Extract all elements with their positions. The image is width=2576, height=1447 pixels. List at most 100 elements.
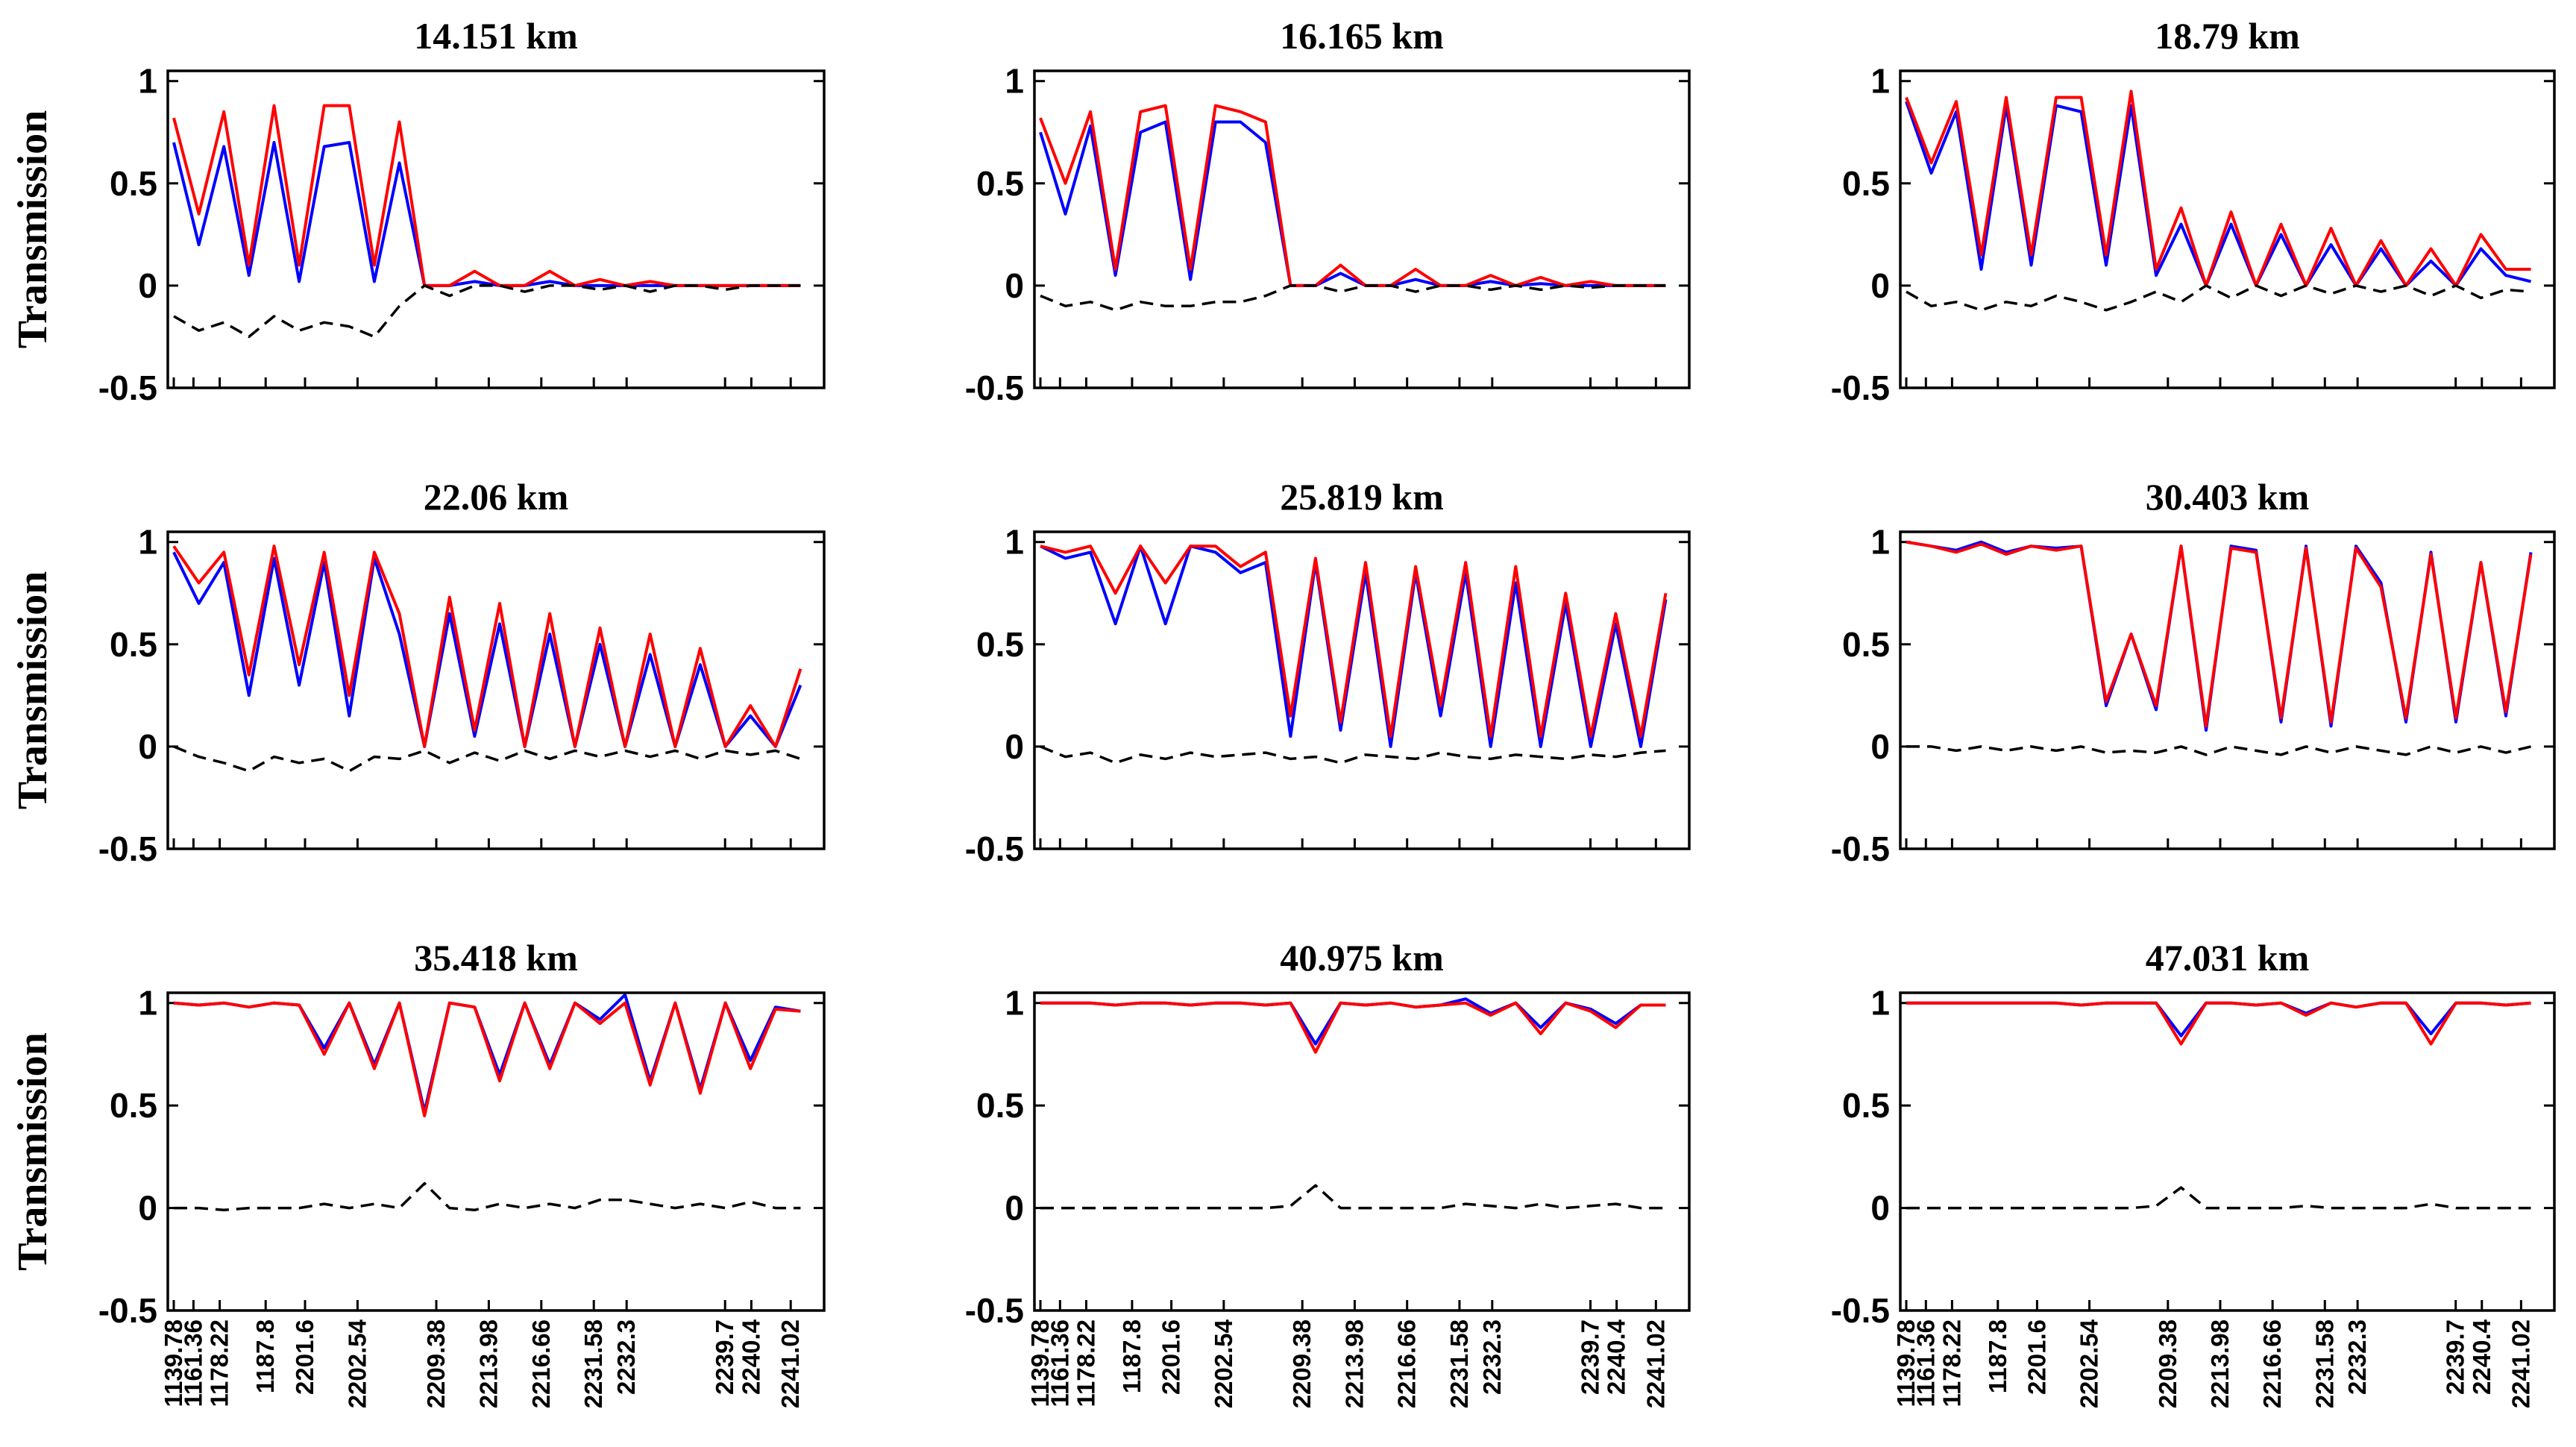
x-tick-label: 2241.02 — [2507, 1319, 2534, 1408]
series-residual-line — [1040, 745, 1666, 765]
axes-box — [1899, 69, 2556, 389]
x-tick-label: 2239.7 — [711, 1319, 738, 1395]
series-blue-line — [1906, 1001, 2531, 1038]
y-tick-label: 0 — [1870, 266, 1890, 305]
x-tick-label: 1187.8 — [1118, 1319, 1146, 1393]
x-tick-label: 1139.78 — [160, 1319, 187, 1407]
axes-box — [1033, 991, 1691, 1312]
x-tick-label: 2241.02 — [1642, 1319, 1669, 1408]
x-tick-label: 2232.3 — [1478, 1319, 1506, 1395]
y-tick-label: 0.5 — [110, 625, 157, 664]
y-tick-label: -0.5 — [965, 829, 1024, 868]
subplot-7: 35.418 km Transmission 1 0.5 0 -0.51139.78116… — [10, 937, 826, 1408]
y-tick-label: 0 — [138, 1189, 157, 1228]
y-tick-label: -0.5 — [1831, 368, 1890, 407]
subplot-title: 18.79 km — [2155, 15, 2299, 57]
x-tick-label: 2240.4 — [1603, 1319, 1630, 1395]
x-tick-label: 2232.3 — [2343, 1319, 2371, 1395]
subplot-title: 40.975 km — [1280, 937, 1443, 979]
y-axis-label: Transmission — [10, 571, 56, 809]
series-residual-line — [173, 745, 801, 773]
x-tick-label: 2213.98 — [2206, 1319, 2234, 1408]
series-residual-line — [1040, 284, 1666, 312]
subplot-2: 16.165 km 1 0.5 0 -0.5 — [965, 15, 1691, 407]
series-red-line — [172, 104, 801, 287]
subplot-title: 25.819 km — [1280, 476, 1443, 518]
subplot-title: 35.418 km — [414, 937, 577, 979]
series-residual-line — [1906, 745, 2531, 756]
x-tick-label: 1178.22 — [1072, 1319, 1099, 1407]
series-red-line — [1905, 90, 2531, 287]
y-tick-label: 0.5 — [976, 164, 1024, 203]
y-tick-label: 0 — [1005, 727, 1024, 766]
subplot-6: 30.403 km 1 0.5 0 -0.5 — [1831, 476, 2556, 868]
series-blue-line — [173, 993, 801, 1114]
y-tick-label: 0.5 — [976, 1086, 1024, 1125]
y-axis-label: Transmission — [10, 110, 56, 348]
series-residual-line — [1906, 284, 2531, 312]
y-tick-label: 1 — [138, 62, 157, 101]
x-tick-label: 2209.38 — [2154, 1319, 2181, 1408]
y-tick-label: 0 — [138, 727, 157, 766]
x-tick-label: 1161.36 — [179, 1319, 207, 1407]
axes-box — [166, 991, 826, 1312]
y-tick-label: 0.5 — [110, 1086, 157, 1125]
x-tick-label: 2241.02 — [776, 1319, 804, 1408]
x-tick-label: 1178.22 — [206, 1319, 233, 1407]
y-tick-label: -0.5 — [1831, 829, 1890, 868]
series-red-line — [172, 544, 802, 748]
y-tick-label: -0.5 — [965, 1291, 1024, 1330]
x-tick-label: 2232.3 — [612, 1319, 640, 1395]
x-tick-label: 1161.36 — [1046, 1319, 1073, 1407]
axes-box — [166, 69, 826, 389]
y-axis-label: Transmission — [10, 1032, 56, 1270]
x-tick-label: 2240.4 — [2468, 1319, 2495, 1395]
x-tick-label: 1139.78 — [1892, 1319, 1920, 1407]
x-tick-label: 2202.54 — [343, 1319, 371, 1408]
x-tick-label: 2213.98 — [474, 1319, 502, 1408]
x-tick-label: 2216.66 — [527, 1319, 555, 1408]
subplot-3: 18.79 km 1 0.5 0 -0.5 — [1831, 15, 2556, 407]
x-tick-label: 1139.78 — [1026, 1319, 1054, 1407]
y-tick-label: 1 — [1005, 62, 1024, 101]
series-red-line — [1906, 1001, 2531, 1046]
y-tick-label: 0 — [1870, 727, 1890, 766]
series-residual-line — [173, 284, 801, 339]
x-tick-label: 1187.8 — [251, 1319, 279, 1393]
series-red-line — [173, 1001, 801, 1117]
y-tick-label: 1 — [1870, 984, 1890, 1023]
x-tick-label: 2209.38 — [422, 1319, 450, 1408]
x-tick-label: 2240.4 — [737, 1319, 764, 1395]
x-tick-label: 2216.66 — [2258, 1319, 2286, 1408]
y-tick-label: 0 — [1870, 1189, 1890, 1228]
y-tick-label: 0.5 — [110, 164, 157, 203]
y-tick-label: 0 — [1005, 1189, 1024, 1228]
x-tick-label: 2239.7 — [1577, 1319, 1604, 1395]
x-tick-label: 2231.58 — [2310, 1319, 2338, 1408]
y-tick-label: -0.5 — [1831, 1291, 1890, 1330]
x-tick-label: 2201.6 — [291, 1319, 318, 1395]
x-tick-label: 2201.6 — [1157, 1319, 1185, 1395]
x-tick-label: 1187.8 — [1984, 1319, 2011, 1393]
y-tick-label: 1 — [1870, 523, 1890, 562]
y-tick-label: 0.5 — [1842, 1086, 1890, 1125]
series-blue-line — [172, 141, 801, 287]
y-tick-label: 0.5 — [1842, 625, 1890, 664]
axes-box — [1899, 530, 2556, 850]
y-tick-label: 1 — [138, 984, 157, 1023]
series-residual-line — [1906, 1186, 2531, 1210]
y-tick-label: 0.5 — [976, 625, 1024, 664]
subplot-5: 25.819 km 1 0.5 0 -0.5 — [965, 476, 1691, 868]
x-tick-label: 2213.98 — [1340, 1319, 1368, 1408]
x-tick-label: 2201.6 — [2023, 1319, 2050, 1395]
y-tick-label: -0.5 — [98, 1291, 157, 1330]
axes-box — [1033, 69, 1691, 389]
x-tick-label: 1161.36 — [1911, 1319, 1939, 1407]
y-tick-label: -0.5 — [965, 368, 1024, 407]
y-tick-label: 0 — [138, 266, 157, 305]
x-tick-label: 2231.58 — [1445, 1319, 1473, 1408]
y-tick-label: 1 — [138, 523, 157, 562]
